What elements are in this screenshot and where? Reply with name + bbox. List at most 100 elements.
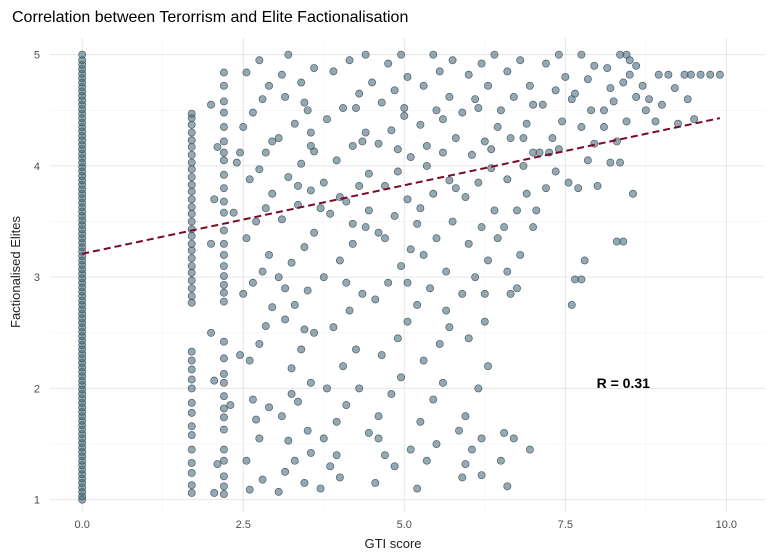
data-point	[529, 223, 538, 232]
data-point	[258, 95, 267, 104]
data-point	[384, 278, 393, 287]
data-point	[306, 128, 315, 137]
data-point	[187, 458, 196, 467]
data-point	[348, 219, 357, 228]
data-point	[287, 390, 296, 398]
data-point	[207, 239, 215, 248]
data-point	[503, 175, 512, 184]
data-point	[332, 451, 341, 460]
data-point	[522, 189, 531, 198]
data-point	[274, 134, 283, 143]
data-point	[458, 108, 467, 117]
data-point	[294, 182, 302, 190]
data-point	[219, 148, 228, 157]
data-point	[680, 70, 689, 79]
data-point	[265, 403, 273, 412]
data-point	[368, 78, 377, 87]
y-tick-label: 4	[34, 161, 40, 173]
data-point	[310, 228, 319, 237]
data-point	[538, 100, 547, 109]
data-point	[619, 78, 628, 87]
data-point	[187, 150, 196, 159]
data-point	[448, 56, 457, 65]
data-point	[187, 268, 196, 277]
data-point	[645, 95, 654, 104]
data-point	[187, 158, 196, 167]
y-tick-label: 2	[34, 383, 40, 395]
data-point	[355, 384, 364, 393]
data-point	[519, 134, 528, 143]
data-point	[715, 70, 724, 79]
data-point	[381, 451, 389, 460]
data-point	[422, 141, 431, 150]
data-point	[480, 137, 489, 146]
data-point	[242, 234, 251, 243]
data-point	[361, 128, 370, 137]
data-point	[561, 72, 570, 81]
data-point	[467, 150, 476, 159]
data-point	[583, 156, 592, 165]
data-point	[442, 267, 451, 276]
data-point	[632, 61, 641, 70]
data-point	[525, 445, 534, 454]
data-point	[290, 119, 299, 128]
data-point	[284, 436, 293, 445]
data-point	[326, 462, 335, 471]
data-point	[323, 384, 331, 393]
data-point	[352, 345, 360, 354]
data-point	[219, 281, 228, 289]
data-point	[609, 97, 618, 106]
data-point	[432, 106, 441, 115]
data-point	[236, 351, 244, 359]
data-point	[464, 70, 473, 79]
data-point	[219, 445, 228, 454]
data-point	[342, 278, 351, 287]
data-point	[387, 390, 396, 398]
data-point	[187, 469, 196, 477]
data-point	[265, 81, 273, 90]
data-point	[364, 206, 373, 215]
data-point	[274, 273, 283, 282]
data-point	[261, 204, 270, 213]
data-point	[419, 356, 428, 365]
data-point	[458, 289, 467, 298]
data-point	[187, 481, 196, 490]
tick-labels: 0.0 2.5 5.0 7.5 10.0 1 2 3 4 5	[34, 50, 737, 531]
data-point	[342, 401, 351, 410]
data-point	[397, 262, 406, 270]
data-point	[429, 50, 438, 59]
data-point	[448, 217, 457, 226]
data-point	[374, 434, 383, 443]
data-point	[219, 262, 228, 270]
data-point	[281, 467, 290, 476]
data-point	[551, 167, 560, 176]
data-point	[332, 156, 341, 165]
data-point	[219, 456, 228, 465]
data-point	[519, 161, 528, 170]
data-point	[219, 392, 228, 401]
data-point	[406, 245, 415, 254]
data-point	[300, 479, 309, 487]
data-point	[219, 108, 228, 117]
data-point	[290, 456, 299, 465]
data-point	[310, 328, 319, 337]
data-point	[651, 117, 660, 126]
data-point	[187, 203, 196, 212]
data-point	[377, 98, 386, 107]
data-point	[248, 108, 257, 117]
data-point	[632, 93, 641, 101]
data-point	[358, 289, 367, 298]
data-point	[413, 484, 422, 493]
data-point	[397, 50, 406, 59]
data-point	[332, 417, 341, 426]
data-point	[219, 369, 228, 378]
data-point	[525, 81, 534, 90]
data-point	[219, 226, 228, 235]
data-point	[390, 86, 399, 95]
data-point	[207, 328, 215, 337]
data-point	[419, 250, 428, 259]
data-point	[496, 456, 505, 465]
data-point	[467, 445, 476, 454]
data-point	[255, 165, 264, 174]
